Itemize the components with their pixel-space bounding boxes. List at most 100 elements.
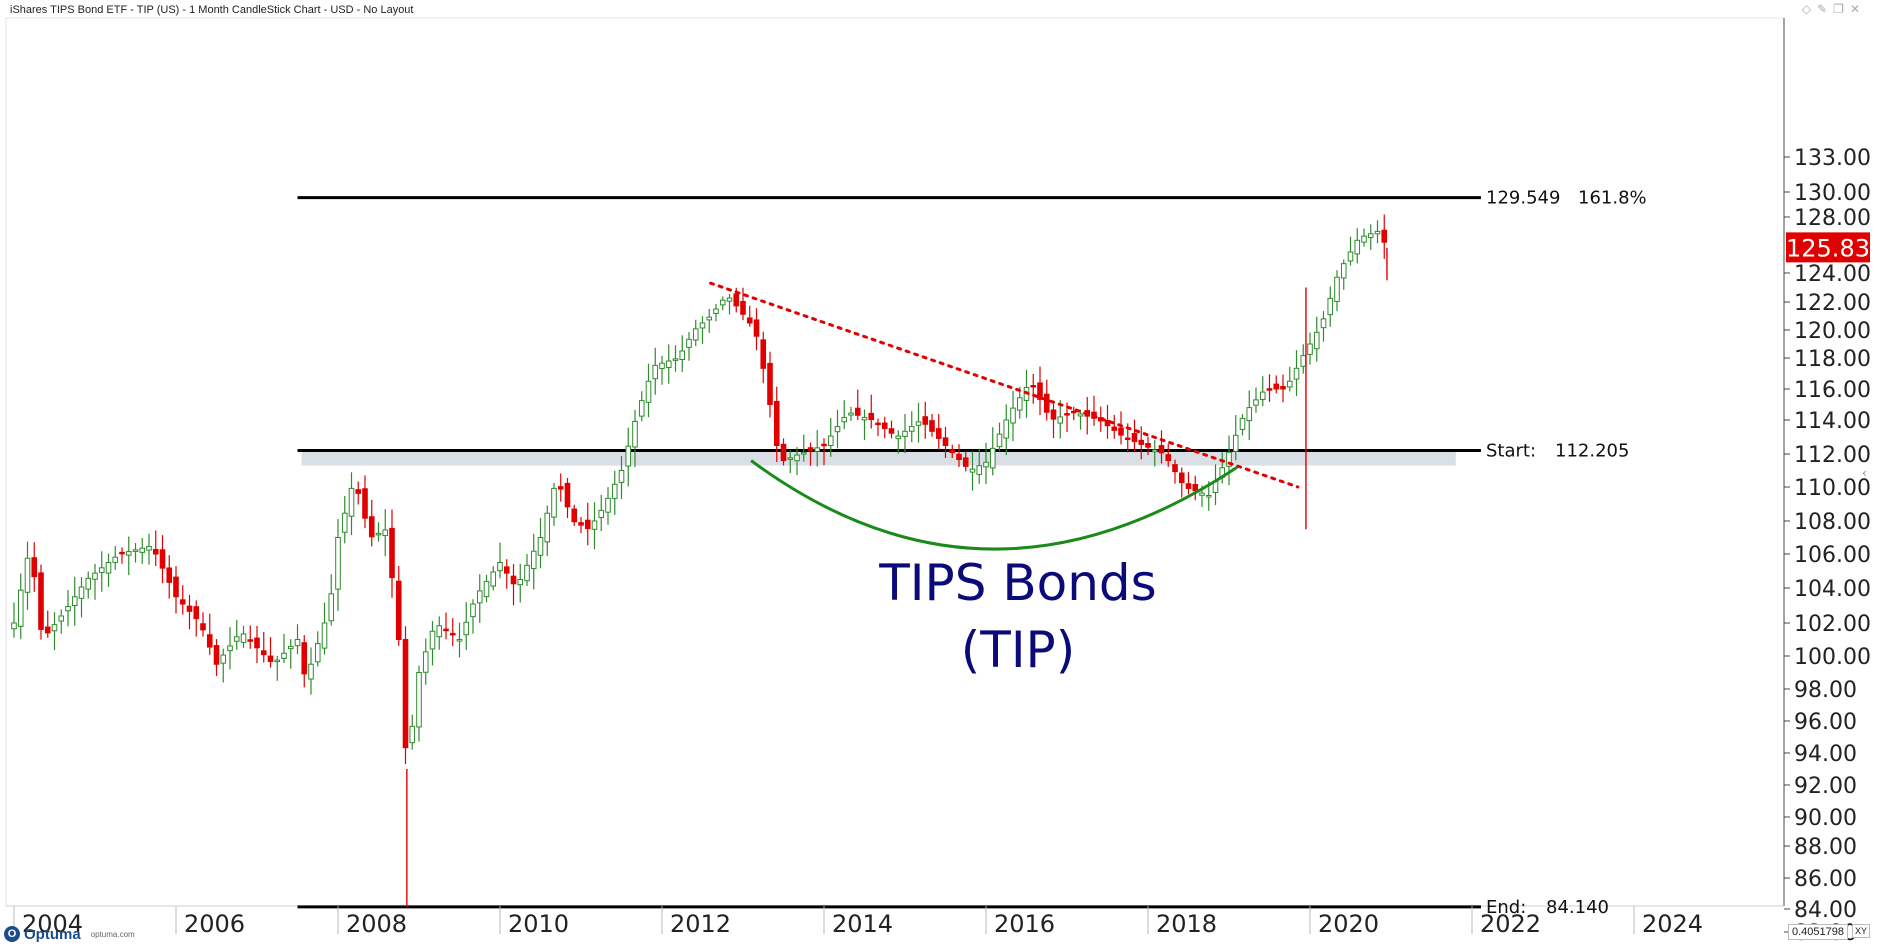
candle-body — [58, 615, 65, 622]
candle-body — [1334, 276, 1340, 302]
candle-body — [605, 497, 611, 513]
y-tick-label: 128.00 — [1794, 206, 1871, 231]
candle-body — [443, 628, 449, 632]
x-tick-label: 2010 — [508, 910, 569, 938]
candle-body — [24, 557, 31, 593]
candle-body — [1293, 367, 1300, 380]
candle-body — [564, 482, 571, 508]
y-tick-label: 133.00 — [1794, 146, 1871, 171]
y-tick-label: 98.00 — [1794, 678, 1857, 703]
chart-title: iShares TIPS Bond ETF - TIP (US) - 1 Mon… — [10, 4, 414, 16]
pin-icon[interactable]: ✎ — [1817, 2, 1834, 16]
candle-body — [1232, 434, 1239, 452]
candle-body — [1286, 380, 1293, 388]
x-tick-label: 2016 — [994, 910, 1055, 938]
diamond-icon[interactable]: ◇ — [1801, 2, 1818, 16]
candle-body — [672, 358, 679, 361]
candle-body — [1151, 449, 1158, 453]
candle-body — [665, 360, 672, 368]
candle-body — [625, 445, 632, 467]
candle-body — [240, 633, 247, 643]
candle-body — [1111, 426, 1118, 431]
x-tick-label: 2006 — [184, 910, 245, 938]
candle-body — [44, 626, 51, 634]
close-icon[interactable]: ✕ — [1849, 2, 1866, 16]
candle-body — [193, 606, 200, 620]
candle-body — [915, 421, 922, 426]
candle-body — [470, 603, 476, 618]
candle-body — [692, 328, 699, 341]
candle-body — [861, 416, 868, 421]
candle-body — [267, 655, 274, 662]
candle-body — [1138, 439, 1145, 445]
candle-body — [85, 577, 92, 590]
y-tick-label: 94.00 — [1794, 742, 1857, 767]
candle-body — [105, 562, 112, 574]
candle-body — [908, 426, 915, 432]
candle-body — [476, 590, 483, 604]
candle-body — [11, 622, 17, 630]
chevron-left-icon[interactable]: ‹ — [1862, 466, 1867, 480]
candle-body — [456, 639, 463, 642]
restore-icon[interactable]: ❐ — [1833, 2, 1850, 16]
candle-body — [112, 556, 119, 563]
candle-body — [1253, 399, 1259, 406]
candle-body — [227, 645, 233, 652]
candle-body — [598, 509, 605, 518]
candle-body — [92, 572, 98, 580]
candle-body — [1064, 413, 1070, 416]
candle-body — [382, 529, 389, 537]
candles — [11, 214, 1388, 907]
candle-body — [1030, 385, 1037, 388]
candle-body — [173, 576, 179, 598]
candle-body — [220, 654, 227, 664]
candle-body — [159, 549, 166, 569]
candle-body — [699, 322, 706, 329]
candle-body — [746, 317, 753, 324]
candle-body — [524, 564, 530, 582]
candle-body — [807, 447, 814, 451]
y-axis-ticks: 82.0084.0086.0088.0090.0092.0094.0096.00… — [1784, 146, 1871, 946]
candle-body — [1347, 251, 1354, 262]
candle-body — [98, 567, 105, 573]
candle-body — [652, 364, 659, 380]
candle-body — [787, 457, 794, 460]
candle-body — [1178, 472, 1185, 484]
candle-body — [294, 639, 301, 647]
x-tick-label: 2020 — [1318, 910, 1379, 938]
candle-body — [166, 567, 173, 583]
candle-body — [767, 362, 773, 405]
candle-body — [895, 435, 902, 440]
candle-body — [645, 380, 652, 403]
candle-body — [1131, 432, 1138, 443]
y-tick-label: 100.00 — [1794, 645, 1871, 670]
candle-body — [1124, 437, 1131, 441]
y-tick-label: 102.00 — [1794, 612, 1871, 637]
candle-body — [875, 422, 881, 426]
candle-body — [1003, 419, 1010, 439]
y-tick-label: 110.00 — [1794, 476, 1871, 501]
y-tick-label: 88.00 — [1794, 835, 1857, 860]
candle-body — [753, 319, 760, 337]
brand-url: optuma.com — [90, 929, 135, 939]
candle-body — [983, 461, 989, 468]
candle-body — [314, 643, 321, 663]
candle-body — [1320, 318, 1327, 329]
candle-body — [854, 407, 861, 416]
candle-body — [213, 645, 220, 665]
candle-body — [733, 293, 740, 307]
candle-body — [517, 579, 524, 586]
candle-body — [38, 572, 44, 630]
y-tick-label: 112.00 — [1794, 443, 1871, 468]
candle-body — [1057, 416, 1064, 424]
annotation-line1: TIPS Bonds — [878, 554, 1156, 612]
candle-body — [740, 300, 746, 315]
x-tick-label: 2008 — [346, 910, 407, 938]
support-zone — [301, 450, 1456, 466]
candle-body — [713, 308, 719, 314]
candle-body — [375, 532, 382, 536]
xy-toggle-button[interactable]: XY — [1852, 924, 1871, 938]
y-tick-label: 96.00 — [1794, 710, 1857, 735]
candle-body — [281, 652, 287, 660]
